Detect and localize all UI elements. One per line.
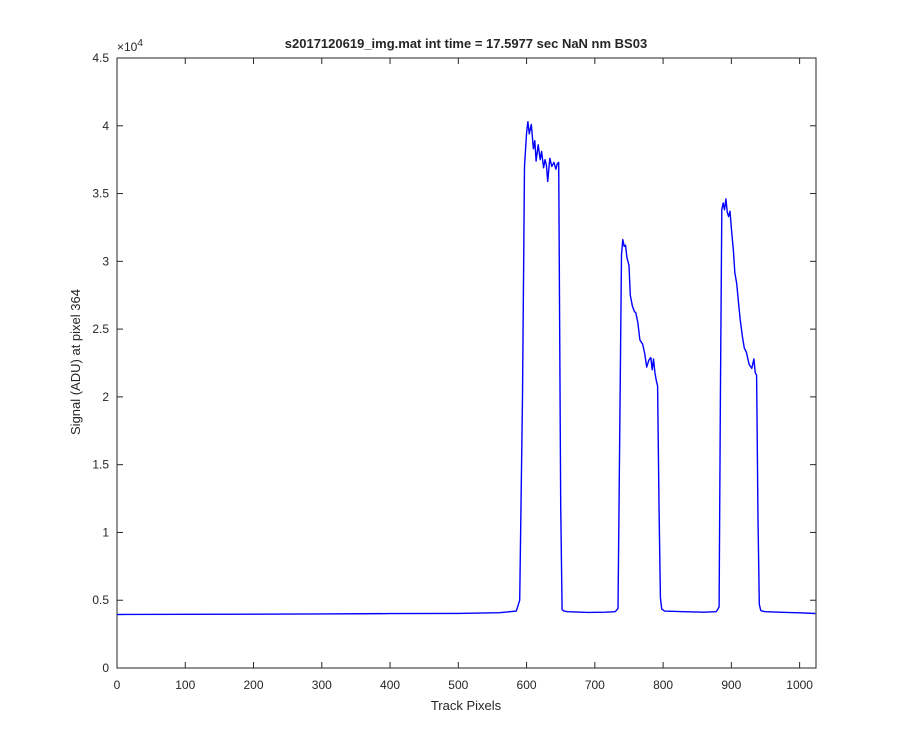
y-tick-label: 2.5 xyxy=(92,322,109,336)
y-multiplier-exponent: 4 xyxy=(137,38,143,49)
x-axis: 0 100 200 300 400 500 600 700 800 900 1000 xyxy=(114,58,813,692)
x-axis-label: Track Pixels xyxy=(431,698,502,713)
x-tick-label: 600 xyxy=(517,678,537,692)
x-tick-label: 300 xyxy=(312,678,332,692)
y-tick-label: 4.5 xyxy=(92,51,109,65)
plot-area xyxy=(116,57,817,669)
x-tick-label: 200 xyxy=(244,678,264,692)
y-axis-label: Signal (ADU) at pixel 364 xyxy=(68,289,83,435)
y-axis: 0 0.5 1 1.5 2 2.5 3 3.5 4 4.5 xyxy=(92,51,816,675)
y-tick-label: 1.5 xyxy=(92,458,109,472)
y-multiplier-base: ×10 xyxy=(117,40,138,54)
y-tick-label: 1 xyxy=(102,525,109,539)
signal-series-line xyxy=(116,120,816,616)
x-tick-label: 900 xyxy=(721,678,741,692)
y-tick-label: 3 xyxy=(102,254,109,268)
x-tick-label: 800 xyxy=(653,678,673,692)
y-tick-label: 0.5 xyxy=(92,593,109,607)
y-tick-label: 3.5 xyxy=(92,187,109,201)
y-tick-label: 4 xyxy=(102,119,109,133)
x-tick-label: 500 xyxy=(448,678,468,692)
y-axis-multiplier: ×104 xyxy=(117,38,143,54)
axes-box xyxy=(116,57,817,669)
y-tick-label: 0 xyxy=(102,661,109,675)
y-tick-label: 2 xyxy=(102,390,109,404)
x-tick-label: 1000 xyxy=(786,678,813,692)
x-tick-label: 100 xyxy=(175,678,195,692)
x-tick-label: 400 xyxy=(380,678,400,692)
x-tick-label: 0 xyxy=(114,678,121,692)
x-tick-label: 700 xyxy=(585,678,605,692)
chart-title: s2017120619_img.mat int time = 17.5977 s… xyxy=(285,36,647,51)
